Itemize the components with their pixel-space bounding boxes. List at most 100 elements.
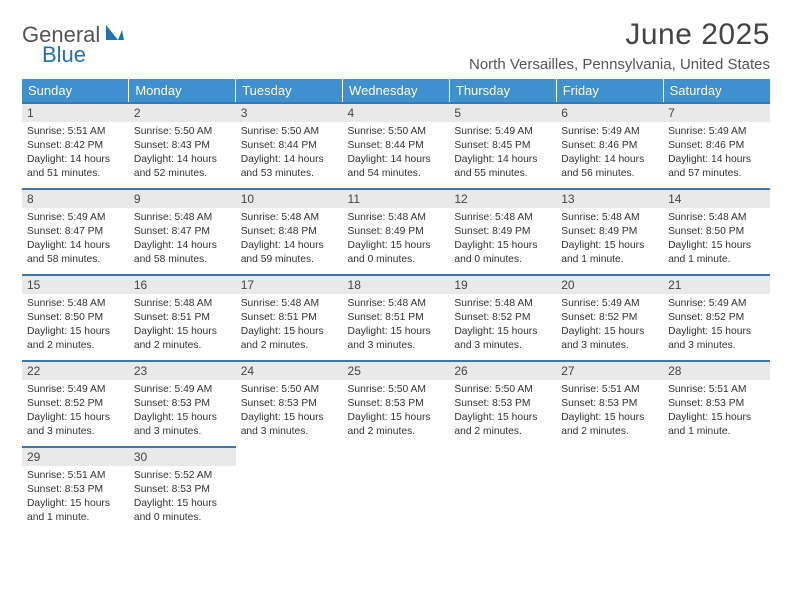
calendar-day-cell: 2Sunrise: 5:50 AMSunset: 8:43 PMDaylight… [129, 102, 236, 188]
sunrise-line: Sunrise: 5:48 AM [668, 211, 765, 225]
sunset-line: Sunset: 8:52 PM [561, 311, 658, 325]
calendar-week-row: 15Sunrise: 5:48 AMSunset: 8:50 PMDayligh… [22, 274, 770, 360]
sunset-line: Sunset: 8:44 PM [348, 139, 445, 153]
weekday-header: Sunday [22, 79, 129, 102]
sunrise-line: Sunrise: 5:50 AM [348, 125, 445, 139]
weekday-header: Wednesday [343, 79, 450, 102]
day-number: 17 [236, 274, 343, 294]
calendar-day-cell: 28Sunrise: 5:51 AMSunset: 8:53 PMDayligh… [663, 360, 770, 446]
day-number: 25 [343, 360, 450, 380]
logo-sail-icon [104, 22, 126, 47]
sunset-line: Sunset: 8:53 PM [134, 397, 231, 411]
sunrise-line: Sunrise: 5:48 AM [348, 211, 445, 225]
calendar-day-cell: 4Sunrise: 5:50 AMSunset: 8:44 PMDaylight… [343, 102, 450, 188]
calendar-day-cell: 17Sunrise: 5:48 AMSunset: 8:51 PMDayligh… [236, 274, 343, 360]
sunset-line: Sunset: 8:48 PM [241, 225, 338, 239]
sunrise-line: Sunrise: 5:48 AM [241, 297, 338, 311]
sunrise-line: Sunrise: 5:50 AM [454, 383, 551, 397]
calendar-day-cell: 1Sunrise: 5:51 AMSunset: 8:42 PMDaylight… [22, 102, 129, 188]
calendar-day-cell: 22Sunrise: 5:49 AMSunset: 8:52 PMDayligh… [22, 360, 129, 446]
sunset-line: Sunset: 8:52 PM [454, 311, 551, 325]
sunrise-line: Sunrise: 5:48 AM [27, 297, 124, 311]
daylight-line: Daylight: 15 hours and 2 minutes. [134, 325, 231, 353]
sunrise-line: Sunrise: 5:51 AM [668, 383, 765, 397]
sunrise-line: Sunrise: 5:48 AM [348, 297, 445, 311]
daylight-line: Daylight: 14 hours and 52 minutes. [134, 153, 231, 181]
daylight-line: Daylight: 15 hours and 2 minutes. [561, 411, 658, 439]
calendar-day-cell: 5Sunrise: 5:49 AMSunset: 8:45 PMDaylight… [449, 102, 556, 188]
calendar-day-cell: 19 Sunrise: 5:48 AMSunset: 8:52 PMDayligh… [449, 274, 556, 360]
sunrise-line: Sunrise: 5:48 AM [454, 297, 551, 311]
daylight-line: Daylight: 14 hours and 56 minutes. [561, 153, 658, 181]
calendar-day-cell: 12Sunrise: 5:48 AMSunset: 8:49 PMDayligh… [449, 188, 556, 274]
daylight-line: Daylight: 15 hours and 3 minutes. [348, 325, 445, 353]
daylight-line: Daylight: 15 hours and 0 minutes. [348, 239, 445, 267]
sunrise-line: Sunrise: 5:49 AM [134, 383, 231, 397]
page-header: General Blue June 2025 North Versailles,… [22, 18, 770, 73]
daylight-line: Daylight: 15 hours and 3 minutes. [668, 325, 765, 353]
calendar-page: General Blue June 2025 North Versailles,… [0, 0, 792, 532]
calendar-day-cell: 14Sunrise: 5:48 AMSunset: 8:50 PMDayligh… [663, 188, 770, 274]
calendar-day-cell [236, 446, 343, 532]
daylight-line: Daylight: 14 hours and 58 minutes. [134, 239, 231, 267]
daylight-line: Daylight: 15 hours and 1 minute. [668, 239, 765, 267]
day-number: 30 [129, 446, 236, 466]
sunset-line: Sunset: 8:49 PM [348, 225, 445, 239]
day-number: 19 [449, 274, 556, 294]
calendar-table: Sunday Monday Tuesday Wednesday Thursday… [22, 79, 770, 532]
daylight-line: Daylight: 15 hours and 1 minute. [668, 411, 765, 439]
day-number: 2 [129, 102, 236, 122]
sunrise-line: Sunrise: 5:49 AM [454, 125, 551, 139]
daylight-line: Daylight: 15 hours and 2 minutes. [27, 325, 124, 353]
day-number: 12 [449, 188, 556, 208]
day-number: 22 [22, 360, 129, 380]
logo-text-blue: Blue [42, 42, 86, 68]
sunset-line: Sunset: 8:53 PM [561, 397, 658, 411]
calendar-week-row: 29Sunrise: 5:51 AMSunset: 8:53 PMDayligh… [22, 446, 770, 532]
calendar-day-cell: 21Sunrise: 5:49 AMSunset: 8:52 PMDayligh… [663, 274, 770, 360]
sunrise-line: Sunrise: 5:51 AM [27, 469, 124, 483]
calendar-day-cell: 15Sunrise: 5:48 AMSunset: 8:50 PMDayligh… [22, 274, 129, 360]
daylight-line: Daylight: 15 hours and 0 minutes. [134, 497, 231, 525]
location-text: North Versailles, Pennsylvania, United S… [469, 56, 770, 73]
weekday-header: Saturday [663, 79, 770, 102]
sunset-line: Sunset: 8:51 PM [134, 311, 231, 325]
day-number: 7 [663, 102, 770, 122]
sunrise-line: Sunrise: 5:48 AM [561, 211, 658, 225]
daylight-line: Daylight: 14 hours and 51 minutes. [27, 153, 124, 181]
weekday-header: Thursday [449, 79, 556, 102]
sunrise-line: Sunrise: 5:49 AM [561, 297, 658, 311]
sunset-line: Sunset: 8:53 PM [134, 483, 231, 497]
day-number: 6 [556, 102, 663, 122]
day-number: 4 [343, 102, 450, 122]
weekday-header: Friday [556, 79, 663, 102]
sunset-line: Sunset: 8:47 PM [27, 225, 124, 239]
sunrise-line: Sunrise: 5:49 AM [27, 211, 124, 225]
calendar-week-row: 8Sunrise: 5:49 AMSunset: 8:47 PMDaylight… [22, 188, 770, 274]
sunset-line: Sunset: 8:49 PM [454, 225, 551, 239]
sunrise-line: Sunrise: 5:50 AM [348, 383, 445, 397]
day-number: 18 [343, 274, 450, 294]
calendar-day-cell: 26Sunrise: 5:50 AMSunset: 8:53 PMDayligh… [449, 360, 556, 446]
calendar-day-cell: 29Sunrise: 5:51 AMSunset: 8:53 PMDayligh… [22, 446, 129, 532]
daylight-line: Daylight: 15 hours and 3 minutes. [27, 411, 124, 439]
calendar-day-cell [343, 446, 450, 532]
daylight-line: Daylight: 15 hours and 1 minute. [27, 497, 124, 525]
calendar-day-cell: 16 Sunrise: 5:48 AMSunset: 8:51 PMDayligh… [129, 274, 236, 360]
calendar-day-cell: 18Sunrise: 5:48 AMSunset: 8:51 PMDayligh… [343, 274, 450, 360]
sunrise-line: Sunrise: 5:50 AM [134, 125, 231, 139]
day-number: 16 [129, 274, 236, 294]
daylight-line: Daylight: 15 hours and 3 minutes. [454, 325, 551, 353]
calendar-day-cell: 13Sunrise: 5:48 AMSunset: 8:49 PMDayligh… [556, 188, 663, 274]
sunrise-line: Sunrise: 5:50 AM [241, 383, 338, 397]
day-number: 14 [663, 188, 770, 208]
sunrise-line: Sunrise: 5:49 AM [27, 383, 124, 397]
day-number: 26 [449, 360, 556, 380]
calendar-day-cell [556, 446, 663, 532]
day-number: 29 [22, 446, 129, 466]
daylight-line: Daylight: 15 hours and 3 minutes. [134, 411, 231, 439]
month-title: June 2025 [469, 18, 770, 52]
calendar-day-cell [663, 446, 770, 532]
sunrise-line: Sunrise: 5:48 AM [134, 297, 231, 311]
weekday-header: Monday [129, 79, 236, 102]
